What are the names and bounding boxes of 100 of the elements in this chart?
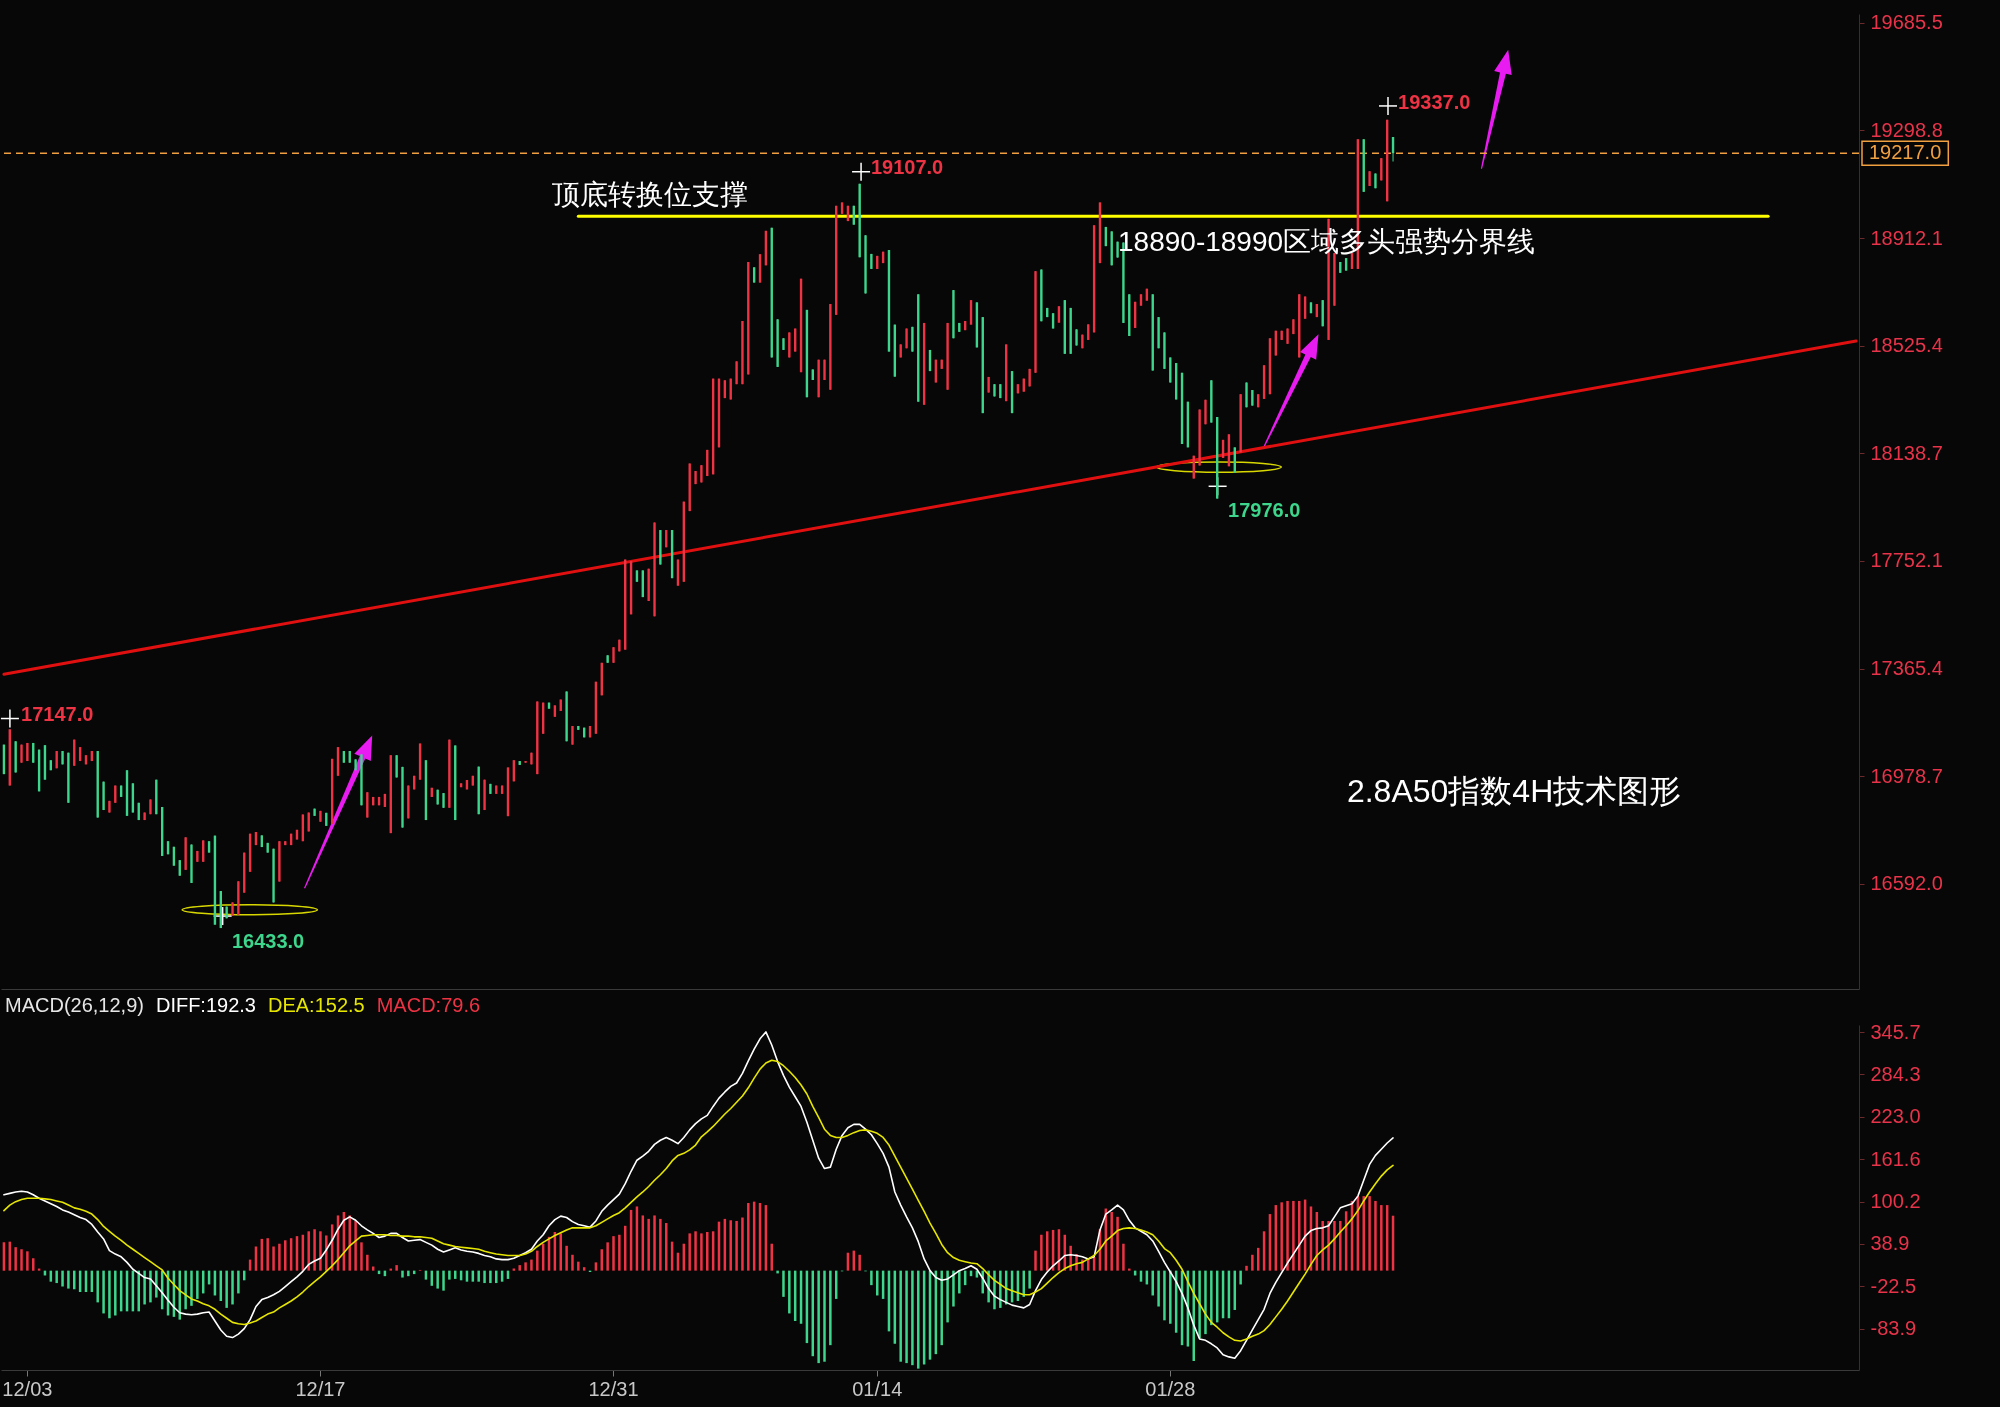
bar — [354, 1220, 357, 1271]
bar — [1380, 1205, 1383, 1271]
bar — [1286, 1200, 1289, 1271]
x-tick-label: 12/17 — [295, 1377, 346, 1400]
bar — [149, 1270, 152, 1303]
bar — [366, 1254, 369, 1271]
bar — [1333, 1220, 1336, 1271]
bar — [1339, 1220, 1342, 1271]
bar — [829, 1270, 832, 1346]
y-tick-label: 17365.4 — [1870, 657, 1943, 680]
bar — [788, 1270, 791, 1314]
text: MACD:79.6 — [376, 994, 481, 1016]
text: DEA:152.5 — [267, 994, 365, 1016]
bar — [196, 1270, 199, 1299]
ref-line-label: 19217.0 — [1869, 141, 1942, 164]
annotation: 2.8A50指数4H技术图形 — [1346, 773, 1682, 810]
bar — [26, 1251, 29, 1271]
y-tick-label: 345.7 — [1870, 1020, 1921, 1043]
bar — [14, 1247, 17, 1271]
bar — [747, 1203, 750, 1271]
bar — [1110, 1211, 1113, 1271]
bar — [565, 1245, 568, 1271]
bar — [694, 1231, 697, 1271]
bar — [278, 1243, 281, 1271]
y-tick-label: 18138.7 — [1870, 441, 1943, 464]
bar — [284, 1240, 287, 1271]
bar — [729, 1220, 732, 1271]
bar — [401, 1270, 404, 1278]
bar — [489, 1270, 492, 1284]
bar — [899, 1270, 902, 1362]
bar — [647, 1218, 650, 1271]
bar — [313, 1229, 316, 1271]
bar — [1292, 1200, 1295, 1271]
bar — [137, 1270, 140, 1312]
bar — [1116, 1216, 1119, 1271]
bar — [114, 1270, 117, 1316]
bar — [1210, 1270, 1213, 1326]
bar — [530, 1259, 533, 1271]
annotation: 19107.0 — [870, 156, 944, 179]
bar — [618, 1234, 621, 1271]
bar — [61, 1270, 64, 1287]
y-tick-label: 17752.1 — [1870, 549, 1943, 572]
y-tick-label: 223.0 — [1870, 1105, 1921, 1128]
bar — [319, 1231, 322, 1271]
bar — [184, 1270, 187, 1310]
bar — [770, 1243, 773, 1271]
y-tick-label: -22.5 — [1870, 1274, 1917, 1297]
bar — [1245, 1265, 1248, 1271]
bar — [688, 1233, 691, 1271]
bar — [858, 1254, 861, 1271]
bar — [577, 1261, 580, 1271]
annotation: 19337.0 — [1398, 91, 1471, 114]
bar — [395, 1265, 398, 1271]
bar — [606, 1242, 609, 1271]
y-tick-label: 18912.1 — [1870, 226, 1943, 249]
bar — [571, 1254, 574, 1271]
bar — [307, 1231, 310, 1271]
y-tick-label: 19685.5 — [1870, 11, 1943, 34]
annotation: 顶底转换位支撑 — [552, 178, 749, 210]
bar — [917, 1270, 920, 1369]
bar — [477, 1270, 480, 1282]
bar — [700, 1233, 703, 1271]
bar — [559, 1233, 562, 1271]
bar — [1321, 1220, 1324, 1271]
x-tick-label: 12/31 — [588, 1377, 639, 1400]
bar — [905, 1270, 908, 1364]
bar — [1040, 1234, 1043, 1271]
bar — [952, 1270, 955, 1307]
x-tick-label: 01/28 — [1145, 1377, 1196, 1400]
bar — [96, 1270, 99, 1303]
y-tick-label: 18525.4 — [1870, 334, 1943, 357]
y-tick-label: -83.9 — [1870, 1317, 1917, 1340]
bar — [225, 1270, 228, 1308]
bar — [1368, 1196, 1371, 1271]
bar — [1251, 1254, 1254, 1271]
chart-title: MACD(26,12,9) — [5, 994, 144, 1016]
bar — [823, 1270, 826, 1362]
bar — [55, 1270, 58, 1284]
x-tick-label: 01/14 — [852, 1377, 903, 1400]
bar — [266, 1238, 269, 1271]
bar — [524, 1262, 527, 1271]
bar — [237, 1270, 240, 1294]
bar — [143, 1270, 146, 1305]
x-tick-label: 12/03 — [2, 1377, 53, 1400]
y-tick-label: 284.3 — [1870, 1062, 1921, 1085]
bar — [1239, 1270, 1242, 1285]
bar — [407, 1270, 410, 1277]
bar — [348, 1215, 351, 1271]
bar — [659, 1218, 662, 1271]
bar — [1157, 1270, 1160, 1307]
bar — [1034, 1250, 1037, 1271]
bar — [1028, 1270, 1031, 1289]
bar — [782, 1270, 785, 1297]
bar — [706, 1232, 709, 1271]
bar — [483, 1270, 486, 1284]
bar — [360, 1242, 363, 1271]
y-tick-label: 19298.8 — [1870, 118, 1943, 141]
bar — [612, 1236, 615, 1271]
annotation: 17976.0 — [1228, 499, 1301, 522]
bar — [231, 1270, 234, 1305]
